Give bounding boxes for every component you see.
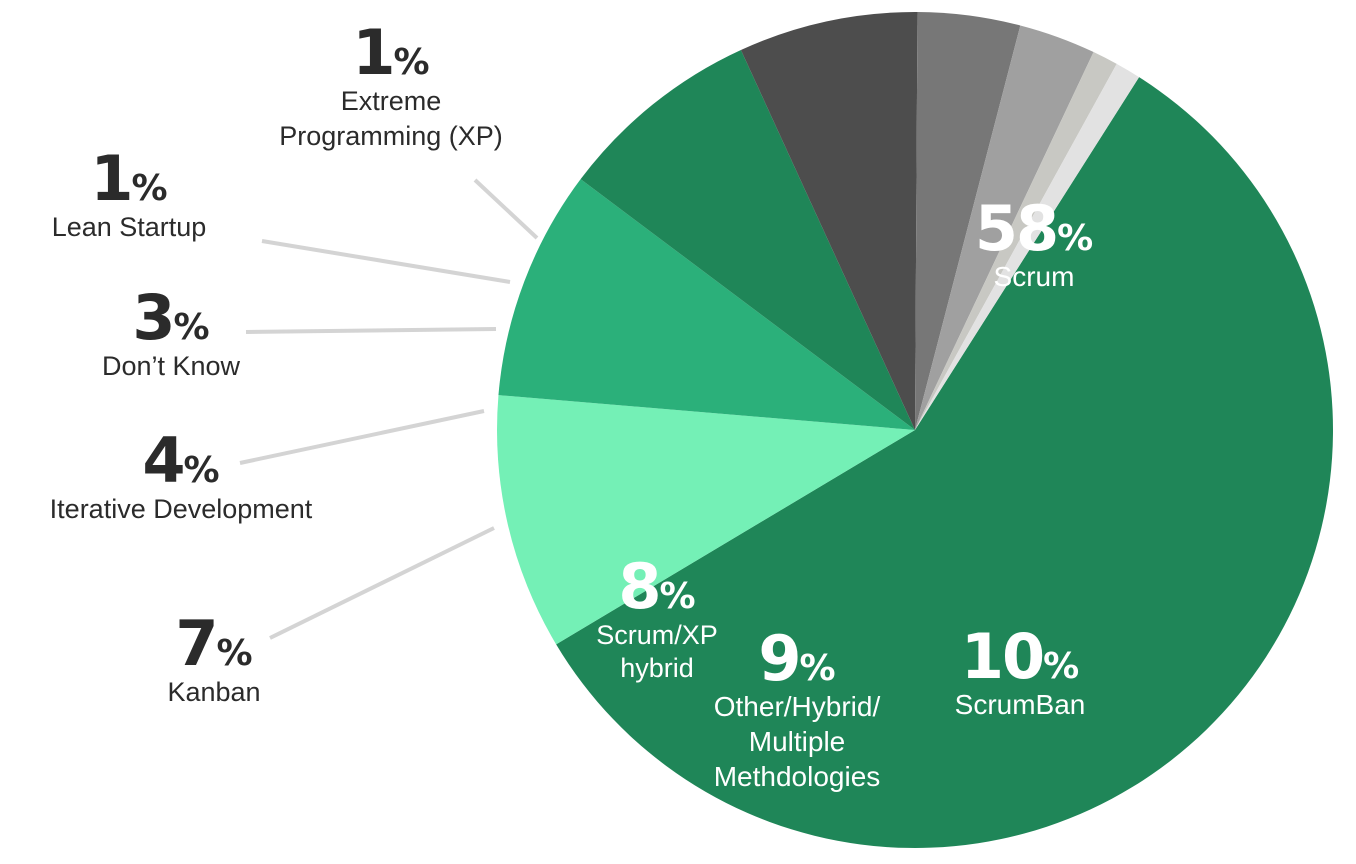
leader-line-don-t-know xyxy=(245,327,497,334)
slice-label-kanban: 7%Kanban xyxy=(167,607,260,707)
slice-name-label: Kanban xyxy=(167,677,260,707)
slice-value-label: 1% xyxy=(90,142,167,215)
slice-value-label: 1% xyxy=(352,16,429,89)
slice-name-label: Scrum xyxy=(994,261,1075,292)
leader-line-kanban xyxy=(269,526,495,640)
leader-line-iterative-development xyxy=(239,409,485,465)
slice-name-label: Lean Startup xyxy=(52,212,207,242)
slice-name-label: hybrid xyxy=(620,653,694,683)
slice-name-label: Don’t Know xyxy=(102,351,241,381)
pie-slice-other-hybrid-multiple-methdologies xyxy=(498,179,915,430)
pie-slice-scrum xyxy=(556,77,1334,848)
slice-label-extreme-programming-xp: 1%Extreme Programming (XP) xyxy=(279,16,503,151)
pie-slice-kanban xyxy=(740,11,918,430)
slice-label-other-hybrid-multiple-methdologies: 9%Other/Hybrid/Multiple Methdologies xyxy=(714,622,881,792)
slice-name-label: Iterative Development xyxy=(50,494,313,524)
slice-value-label: 10% xyxy=(961,620,1079,693)
slice-label-lean-startup: 1%Lean Startup xyxy=(52,142,207,242)
slice-label-don-t-know: 3%Don’t Know xyxy=(102,281,241,381)
slice-name-label: Scrum/XP xyxy=(596,620,718,650)
slice-value-label: 8% xyxy=(618,550,695,623)
slice-name-label: ScrumBan xyxy=(955,689,1086,720)
pie-slice-extreme-programming-xp xyxy=(915,63,1140,430)
slice-label-scrumban: 10%ScrumBan xyxy=(955,620,1086,720)
leader-line-lean-startup xyxy=(261,239,511,284)
slice-name-label: Programming (XP) xyxy=(279,121,503,151)
slice-label-iterative-development: 4%Iterative Development xyxy=(50,424,313,524)
slice-value-label: 3% xyxy=(132,281,209,354)
slice-label-scrum: 58%Scrum xyxy=(975,192,1093,292)
slice-name-label: Multiple xyxy=(749,726,845,757)
slice-labels: 58%Scrum 10%ScrumBan 9%Other/Hybrid/Multip… xyxy=(50,16,1094,792)
slice-value-label: 58% xyxy=(975,192,1093,265)
slice-name-label: Extreme xyxy=(341,86,442,116)
leader-line-extreme-programming-xp xyxy=(473,178,539,240)
slice-value-label: 7% xyxy=(175,607,252,680)
slice-name-label: Other/Hybrid/ xyxy=(714,691,881,722)
pie-slice-lean-startup xyxy=(915,52,1117,430)
pie-slices xyxy=(497,11,1334,848)
leader-lines xyxy=(239,178,539,640)
pie-slice-don-t-know xyxy=(915,25,1094,430)
pie-slice-scrum-xp-hybrid xyxy=(580,49,915,430)
pie-slice-scrumban xyxy=(497,395,915,645)
slice-value-label: 9% xyxy=(758,622,835,695)
pie-slice-iterative-development xyxy=(915,12,1021,431)
slice-value-label: 4% xyxy=(142,424,219,497)
slice-name-label: Methdologies xyxy=(714,761,881,792)
